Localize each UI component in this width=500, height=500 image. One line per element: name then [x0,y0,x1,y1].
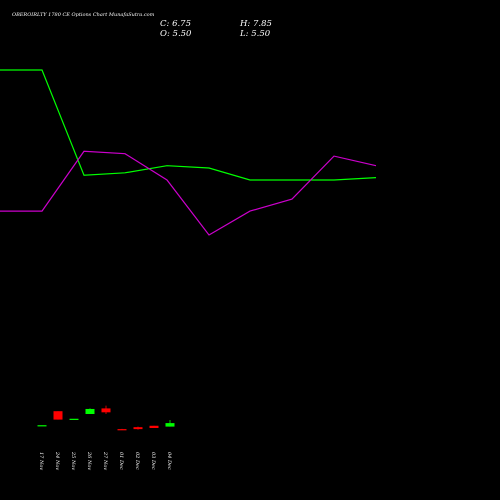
candle-body [149,425,159,428]
candle-body [85,408,95,414]
chart-title: OBEROIRLTY 1780 CE Options Chart MunafaS… [12,12,155,18]
x-tick-label: 25 Nov [70,451,76,470]
candle [101,405,111,414]
candle-body [101,408,111,413]
series-line-2 [0,150,377,236]
candle-body [117,429,127,431]
candle [133,426,143,430]
candle [37,425,47,427]
x-axis-ticks: 17 Nov 24 Nov 25 Nov 26 Nov 27 Nov 01 Dec 02 D… [38,451,172,470]
x-tick-label: 26 Nov [86,451,92,470]
candle-body [37,425,47,427]
candle [165,420,175,427]
close-label: C: 6.75 [160,19,191,29]
x-tick-label: 03 Dec [150,452,156,470]
candle-body [133,427,143,430]
x-tick-label: 01 Dec [118,452,124,470]
candle-body [53,411,63,420]
low-label: L: 5.50 [239,29,271,39]
line-series-group [0,69,377,236]
x-tick-label: 27 Nov [102,451,108,470]
candle [117,428,127,431]
series-line-1 [0,69,377,181]
candle [69,418,79,420]
candle [53,411,63,420]
open-label: O: 5.50 [160,29,192,39]
x-tick-label: 24 Nov [54,451,60,470]
x-tick-label: 17 Nov [38,452,44,470]
candlestick-group [37,405,175,431]
x-tick-label: 02 Dec [134,452,140,470]
candle-body [69,418,79,420]
candle-body [165,423,175,427]
candle [85,408,95,414]
candle [149,425,159,428]
x-tick-label: 04 Dec [166,452,172,470]
high-label: H: 7.85 [239,19,272,29]
